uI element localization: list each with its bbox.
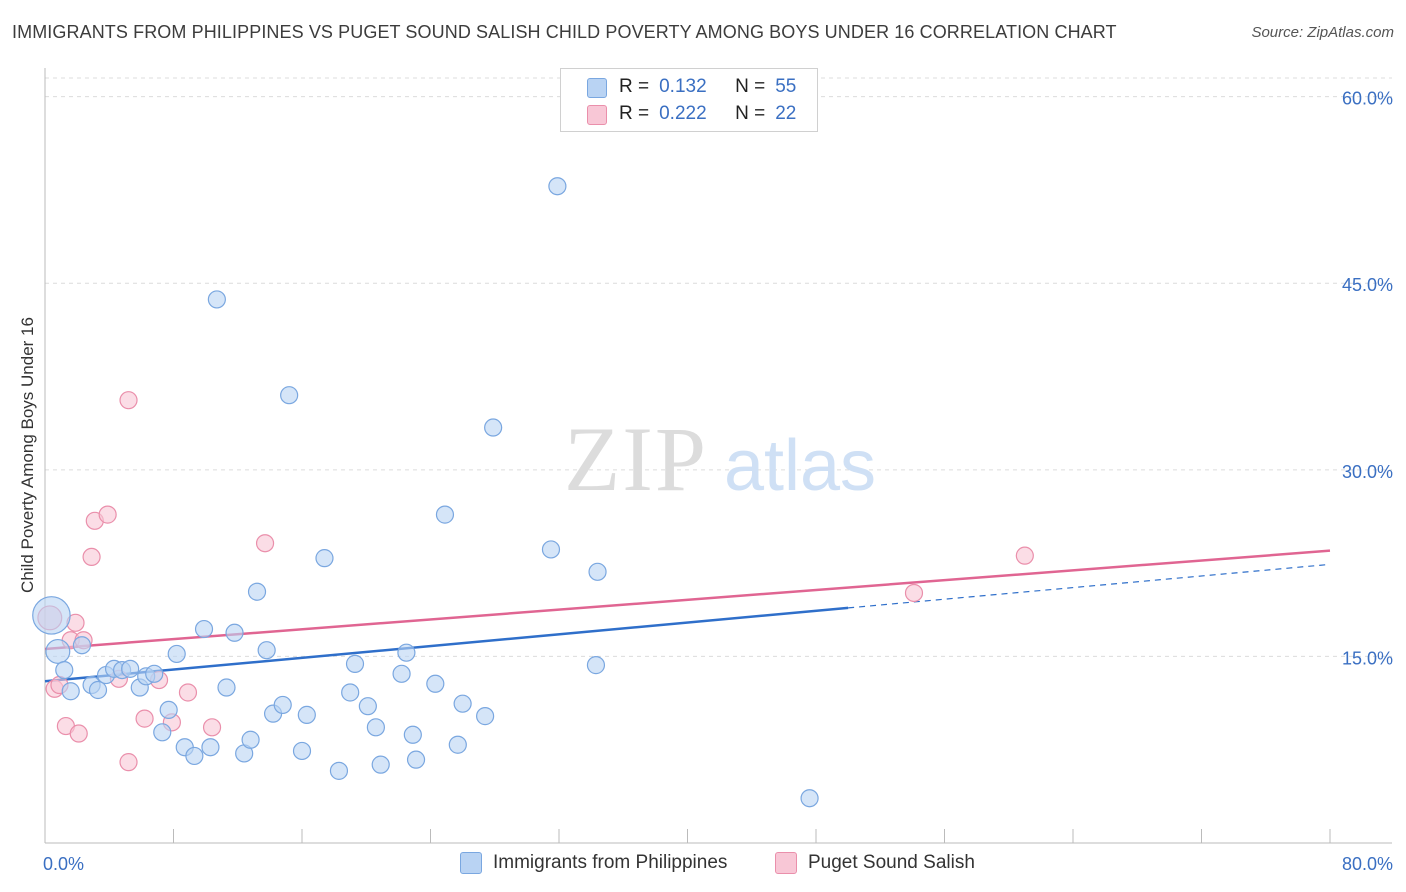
data-point-philippines: [341, 683, 360, 702]
legend-swatch-pink: [587, 105, 607, 125]
legend-r-label: R =: [619, 76, 650, 97]
series-immigrants-from-philippines: [32, 177, 819, 808]
legend-r-value: 0.132: [659, 76, 707, 97]
tick-labels: 15.0% 30.0% 45.0% 60.0% 0.0% 80.0%: [43, 89, 1393, 874]
trend-line-philippines: [44, 606, 849, 683]
data-point-philippines: [358, 697, 377, 716]
data-point-philippines: [194, 619, 214, 639]
data-point-philippines: [201, 738, 220, 757]
data-point-salish: [255, 534, 275, 553]
data-point-philippines: [121, 659, 140, 678]
y-tick-label: 60.0%: [1342, 89, 1393, 109]
data-point-philippines: [145, 664, 164, 683]
data-point-philippines: [292, 741, 312, 761]
legend-n-label: N =: [735, 76, 766, 97]
y-axis-label: Child Poverty Among Boys Under 16: [18, 317, 37, 593]
data-point-philippines: [280, 386, 299, 405]
data-point-philippines: [448, 735, 467, 754]
data-point-philippines: [185, 746, 204, 766]
data-point-philippines: [273, 695, 292, 715]
correlation-legend: R = 0.132 N = 55 R = 0.222 N = 22: [560, 68, 818, 132]
data-point-philippines: [453, 694, 472, 713]
data-point-philippines: [207, 290, 226, 309]
data-point-philippines: [800, 789, 819, 808]
legend-r-value: 0.222: [659, 103, 707, 124]
axes: [44, 68, 1392, 844]
data-point-salish: [119, 753, 138, 772]
data-point-salish: [69, 724, 88, 743]
data-point-philippines: [484, 418, 503, 437]
chart-title: IMMIGRANTS FROM PHILIPPINES VS PUGET SOU…: [12, 22, 1117, 42]
data-point-philippines: [167, 644, 186, 664]
legend-label-salish: Puget Sound Salish: [808, 852, 975, 873]
data-point-philippines: [406, 750, 426, 769]
source-label: Source: ZipAtlas.com: [1251, 24, 1394, 41]
legend-n-label: N =: [735, 103, 766, 124]
data-point-philippines: [588, 562, 607, 581]
data-point-philippines: [297, 705, 316, 724]
data-point-philippines: [329, 761, 349, 780]
data-point-philippines: [32, 596, 71, 635]
data-point-philippines: [315, 549, 334, 568]
data-point-philippines: [159, 700, 178, 720]
data-point-philippines: [225, 623, 244, 642]
legend-row-salish: R = 0.222 N = 22: [587, 101, 796, 127]
watermark: ZIP atlas: [564, 408, 876, 510]
data-point-philippines: [392, 664, 411, 683]
data-point-philippines: [72, 636, 92, 655]
legend-swatch-pink: [775, 852, 797, 874]
data-point-salish: [1015, 546, 1034, 565]
trend-line-salish: [44, 549, 1331, 651]
legend-item-salish[interactable]: Puget Sound Salish: [775, 852, 975, 874]
series-legend: Immigrants from Philippines Puget Sound …: [0, 852, 1406, 878]
gridlines: [45, 77, 1392, 657]
legend-label-philippines: Immigrants from Philippines: [493, 852, 728, 873]
data-point-philippines: [61, 682, 80, 701]
watermark-atlas: atlas: [724, 426, 876, 506]
x-tick-label: 0.0%: [43, 854, 84, 874]
data-point-philippines: [217, 678, 236, 697]
data-point-philippines: [366, 718, 385, 737]
data-point-philippines: [247, 582, 267, 601]
data-point-philippines: [345, 654, 365, 673]
data-point-philippines: [88, 680, 108, 700]
legend-swatch-blue: [587, 78, 607, 98]
data-point-philippines: [435, 505, 455, 524]
data-point-philippines: [397, 643, 416, 662]
data-point-philippines: [241, 730, 260, 749]
data-point-philippines: [45, 638, 71, 664]
data-point-salish: [98, 505, 117, 524]
y-tick-label: 30.0%: [1342, 462, 1393, 482]
data-point-salish: [82, 547, 101, 567]
data-point-philippines: [476, 707, 495, 726]
data-point-salish: [178, 683, 198, 702]
legend-swatch-blue: [460, 852, 482, 874]
legend-r-label: R =: [619, 103, 650, 124]
legend-n-value: 55: [775, 76, 797, 97]
y-tick-label: 45.0%: [1342, 275, 1393, 295]
legend-row-philippines: R = 0.132 N = 55: [587, 74, 796, 100]
data-point-salish: [119, 391, 138, 410]
data-point-philippines: [371, 755, 390, 774]
data-point-salish: [135, 709, 154, 728]
series-puget-sound-salish: [37, 391, 1034, 772]
data-point-salish: [202, 718, 222, 737]
legend-n-value: 22: [775, 103, 797, 124]
legend-item-philippines[interactable]: Immigrants from Philippines: [460, 852, 727, 874]
data-point-philippines: [548, 177, 567, 196]
data-point-philippines: [257, 641, 276, 660]
trend-lines: [44, 549, 1331, 683]
data-point-philippines: [55, 660, 74, 680]
data-point-philippines: [153, 723, 172, 742]
data-point-philippines: [541, 540, 561, 559]
data-point-philippines: [586, 656, 606, 675]
x-tick-label: 80.0%: [1342, 854, 1393, 874]
y-tick-label: 15.0%: [1342, 648, 1393, 668]
data-point-salish: [904, 583, 924, 603]
data-point-philippines: [403, 725, 422, 744]
data-point-philippines: [426, 674, 445, 693]
trend-line-philippines-extension: [848, 563, 1331, 609]
watermark-zip: ZIP: [564, 408, 708, 510]
